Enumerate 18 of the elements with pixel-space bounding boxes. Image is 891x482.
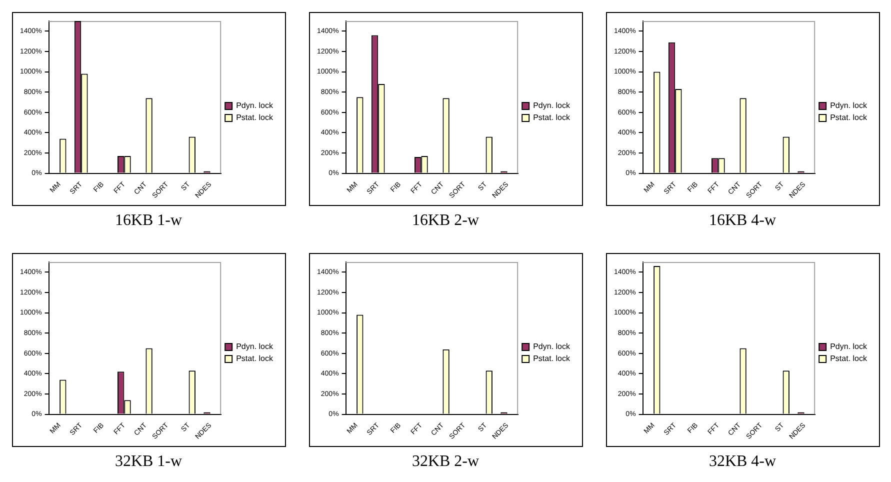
legend-label: Pstat. lock (830, 354, 868, 364)
legend-label: Pdyn. lock (533, 342, 571, 352)
legend-label: Pdyn. lock (533, 101, 571, 110)
text: 32KB 2-w (410, 453, 480, 471)
legend-label: Pstat. lock (830, 113, 868, 122)
legend-label: Pdyn. lock (830, 342, 868, 352)
legend-label: Pdyn. lock (830, 101, 868, 110)
text: 32KB 1-w (114, 453, 184, 471)
legend-label: Pdyn. lock (236, 101, 274, 110)
text: 32KB 4-w (708, 453, 778, 471)
legend-label: Pstat. lock (236, 354, 274, 364)
text: 16KB 1-w (114, 212, 184, 230)
legend-label: Pstat. lock (533, 113, 571, 122)
legend-label: Pstat. lock (236, 113, 274, 122)
legend-label: Pstat. lock (533, 354, 571, 364)
text: 16KB 2-w (410, 212, 480, 230)
legend-label: Pdyn. lock (236, 342, 274, 352)
text: 16KB 4-w (708, 212, 778, 230)
